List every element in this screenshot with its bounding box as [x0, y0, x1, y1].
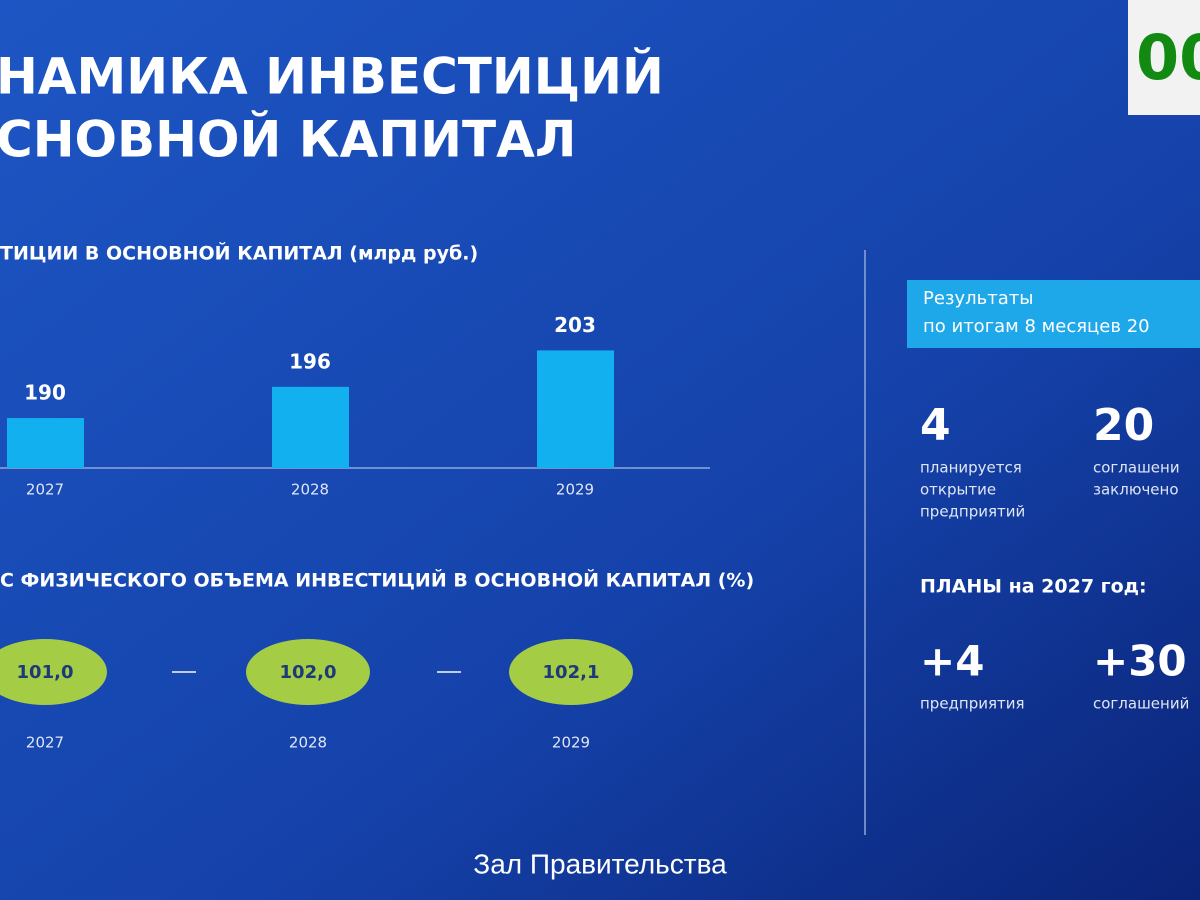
- stat-text: планируется: [920, 459, 1022, 477]
- caption: Зал Правительства: [473, 848, 727, 879]
- stat-number: 20: [1093, 400, 1154, 451]
- bar: [272, 386, 349, 468]
- plans-title: ПЛАНЫ на 2027 год:: [920, 576, 1147, 598]
- stat-text: предприятия: [920, 695, 1025, 713]
- section-title: С ФИЗИЧЕСКОГО ОБЪЕМА ИНВЕСТИЦИЙ В ОСНОВН…: [0, 569, 754, 592]
- stat-number: +30: [1093, 637, 1187, 686]
- badge: 00: [1136, 21, 1200, 94]
- title: СНОВНОЙ КАПИТАЛ: [0, 110, 576, 169]
- index-ellipse: [0, 639, 107, 705]
- x-tick-label: 2028: [291, 481, 329, 499]
- value-label: 190: [24, 381, 66, 405]
- index-year: 2027: [26, 734, 64, 752]
- x-tick-label: 2027: [26, 481, 64, 499]
- x-tick-label: 2029: [556, 481, 594, 499]
- stat-number: 4: [920, 400, 951, 451]
- stat-text: открытие: [920, 481, 996, 499]
- bar: [7, 418, 84, 468]
- index-year: 2029: [552, 734, 590, 752]
- stat-text: соглашени: [1093, 459, 1180, 477]
- value-label: 196: [289, 349, 331, 373]
- index-year: 2028: [289, 734, 327, 752]
- badge-box: [1128, 0, 1200, 115]
- index-ellipse: [246, 639, 370, 705]
- index-value: 102,1: [543, 662, 600, 683]
- stat-text: заключено: [1093, 481, 1179, 499]
- value-label: 203: [554, 313, 596, 337]
- stat-text: предприятий: [920, 503, 1025, 521]
- index-value: 101,0: [17, 662, 74, 683]
- chart-title: ТИЦИИ В ОСНОВНОЙ КАПИТАЛ (млрд руб.): [0, 242, 478, 265]
- results-box-text: по итогам 8 месяцев 20: [923, 316, 1150, 337]
- title: НАМИКА ИНВЕСТИЦИЙ: [0, 47, 664, 106]
- results-box: [907, 280, 1200, 348]
- stat-text: соглашений: [1093, 695, 1189, 713]
- bar: [537, 350, 614, 468]
- index-ellipse: [509, 639, 633, 705]
- stat-number: +4: [920, 637, 984, 686]
- index-value: 102,0: [280, 662, 337, 683]
- results-box-text: Результаты: [923, 288, 1033, 309]
